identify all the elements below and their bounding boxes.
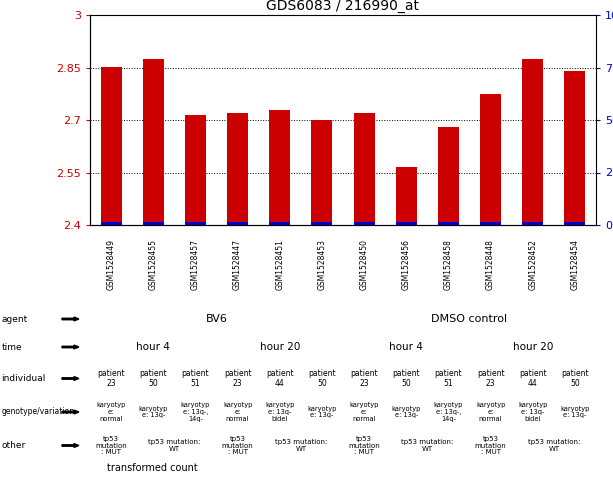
Text: patient
23: patient 23	[350, 369, 378, 388]
Text: patient
23: patient 23	[97, 369, 125, 388]
Text: GSM1528453: GSM1528453	[318, 240, 326, 290]
Bar	[396, 167, 417, 225]
Text: karyotyp
e: 13q-
bidel: karyotyp e: 13q- bidel	[265, 402, 294, 422]
Bar	[185, 115, 206, 225]
Text: karyotyp
e:
normal: karyotyp e: normal	[223, 402, 253, 422]
Text: patient
50: patient 50	[561, 369, 588, 388]
Bar	[565, 222, 585, 225]
Text: hour 20: hour 20	[259, 342, 300, 352]
Text: patient
51: patient 51	[181, 369, 209, 388]
Text: genotype/variation: genotype/variation	[1, 408, 74, 416]
Text: GSM1528447: GSM1528447	[233, 240, 242, 290]
Text: other: other	[1, 441, 26, 450]
Text: hour 4: hour 4	[389, 342, 423, 352]
Text: GSM1528452: GSM1528452	[528, 240, 537, 290]
Bar	[354, 113, 375, 225]
Text: tp53 mutation:
WT: tp53 mutation: WT	[148, 439, 200, 452]
Text: GSM1528458: GSM1528458	[444, 240, 453, 290]
Text: tp53 mutation:
WT: tp53 mutation: WT	[528, 439, 580, 452]
Text: karyotyp
e: 13q-,
14q-: karyotyp e: 13q-, 14q-	[434, 402, 463, 422]
Bar	[480, 222, 501, 225]
Text: patient
51: patient 51	[435, 369, 462, 388]
Bar	[101, 68, 121, 225]
Bar	[227, 113, 248, 225]
Bar	[522, 222, 543, 225]
Text: karyotyp
e: 13q-,
14q-: karyotyp e: 13q-, 14q-	[181, 402, 210, 422]
Text: tp53
mutation
: MUT: tp53 mutation : MUT	[474, 436, 506, 455]
Text: patient
44: patient 44	[519, 369, 547, 388]
Bar	[101, 222, 121, 225]
Text: GSM1528450: GSM1528450	[360, 240, 368, 290]
Text: patient
50: patient 50	[392, 369, 420, 388]
Text: individual: individual	[1, 374, 45, 383]
Text: BV6: BV6	[205, 314, 227, 324]
Bar	[522, 59, 543, 225]
Text: GSM1528455: GSM1528455	[149, 240, 158, 290]
Text: karyotyp
e: 13q-: karyotyp e: 13q-	[392, 406, 421, 418]
Bar	[396, 222, 417, 225]
Text: tp53
mutation
: MUT: tp53 mutation : MUT	[222, 436, 253, 455]
Bar	[143, 222, 164, 225]
Text: karyotyp
e: 13q-: karyotyp e: 13q-	[307, 406, 337, 418]
Text: karyotyp
e: 13q-: karyotyp e: 13q-	[139, 406, 168, 418]
Text: tp53
mutation
: MUT: tp53 mutation : MUT	[95, 436, 127, 455]
Text: tp53 mutation:
WT: tp53 mutation: WT	[401, 439, 454, 452]
Text: patient
23: patient 23	[477, 369, 504, 388]
Text: hour 4: hour 4	[136, 342, 170, 352]
Text: hour 20: hour 20	[512, 342, 553, 352]
Bar	[438, 127, 459, 225]
Text: GSM1528457: GSM1528457	[191, 240, 200, 290]
Bar	[143, 59, 164, 225]
Text: time: time	[1, 342, 22, 352]
Text: patient
23: patient 23	[224, 369, 251, 388]
Text: agent: agent	[1, 314, 28, 324]
Text: karyotyp
e:
normal: karyotyp e: normal	[476, 402, 505, 422]
Bar	[311, 120, 332, 225]
Bar	[269, 110, 291, 225]
Text: tp53 mutation:
WT: tp53 mutation: WT	[275, 439, 327, 452]
Text: GSM1528454: GSM1528454	[571, 240, 579, 290]
Bar	[438, 222, 459, 225]
Text: GSM1528451: GSM1528451	[275, 240, 284, 290]
Text: patient
50: patient 50	[139, 369, 167, 388]
Bar	[354, 222, 375, 225]
Text: karyotyp
e: 13q-: karyotyp e: 13q-	[560, 406, 590, 418]
Text: karyotyp
e: 13q-
bidel: karyotyp e: 13q- bidel	[518, 402, 547, 422]
Bar	[565, 71, 585, 225]
Bar	[227, 222, 248, 225]
Text: DMSO control: DMSO control	[432, 314, 508, 324]
Title: GDS6083 / 216990_at: GDS6083 / 216990_at	[267, 0, 419, 13]
Bar	[311, 222, 332, 225]
Text: GSM1528456: GSM1528456	[402, 240, 411, 290]
Text: patient
44: patient 44	[266, 369, 294, 388]
Text: karyotyp
e:
normal: karyotyp e: normal	[96, 402, 126, 422]
Bar	[480, 94, 501, 225]
Bar	[185, 222, 206, 225]
Text: patient
50: patient 50	[308, 369, 336, 388]
Text: GSM1528449: GSM1528449	[107, 240, 116, 290]
Text: tp53
mutation
: MUT: tp53 mutation : MUT	[348, 436, 380, 455]
Text: karyotyp
e:
normal: karyotyp e: normal	[349, 402, 379, 422]
Text: transformed count: transformed count	[107, 463, 197, 473]
Text: GSM1528448: GSM1528448	[486, 240, 495, 290]
Bar	[269, 222, 291, 225]
